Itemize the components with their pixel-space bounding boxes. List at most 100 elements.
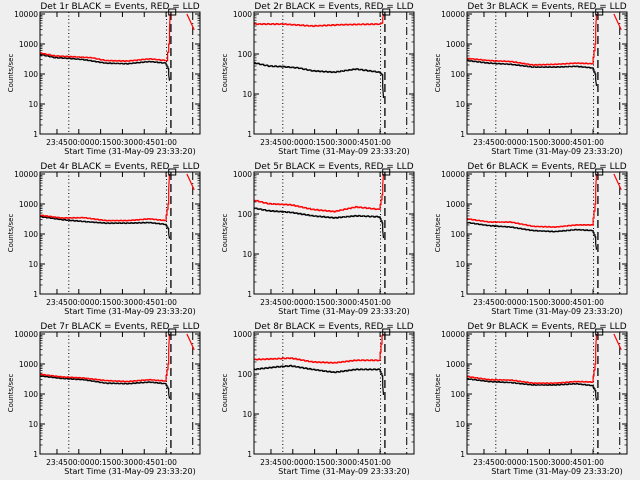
series-line-lld (40, 13, 171, 63)
x-tick-label: 00:45 (133, 458, 155, 467)
series-line-events (253, 61, 384, 98)
detector-plot-4: Det 4r BLACK = Events, RED = LLD Start Ti… (7, 162, 201, 316)
plot-title: Det 1r BLACK = Events, RED = LLD (40, 2, 199, 12)
detector-plot-1: Det 1r BLACK = Events, RED = LLD Start Ti… (7, 2, 201, 156)
y-tick-label: 10 (242, 410, 252, 419)
series-line-lld (467, 173, 598, 229)
y-axis-label: Counts/sec (7, 54, 15, 93)
x-tick-label: 23:45 (260, 138, 282, 147)
y-tick-label: 100 (237, 210, 252, 219)
plot-title: Det 2r BLACK = Events, RED = LLD (254, 2, 413, 12)
y-tick-label: 100 (451, 230, 466, 239)
x-axis-label: Start Time (31-May-09 23:33:20) (278, 467, 409, 476)
x-axis-label: Start Time (31-May-09 23:33:20) (64, 307, 195, 316)
x-tick-label: 23:45 (473, 458, 495, 467)
y-tick-label: 10 (455, 420, 465, 429)
x-tick-label: 01:00 (155, 138, 177, 147)
x-tick-label: 00:00 (281, 138, 303, 147)
series-line-events (253, 207, 384, 239)
x-tick-label: 00:15 (90, 138, 112, 147)
plot-title: Det 7r BLACK = Events, RED = LLD (40, 322, 199, 332)
x-tick-label: 00:15 (90, 298, 112, 307)
x-tick-label: 00:45 (347, 298, 369, 307)
series-line-events (467, 221, 598, 250)
y-tick-label: 1 (460, 450, 465, 459)
plot-title: Det 9r BLACK = Events, RED = LLD (467, 322, 626, 332)
x-axis-label: Start Time (31-May-09 23:33:20) (491, 307, 622, 316)
plot-frame (466, 11, 628, 135)
y-tick-label: 10000 (14, 170, 38, 179)
x-tick-label: 01:00 (155, 298, 177, 307)
x-tick-label: 00:00 (68, 138, 90, 147)
series-line-lld (40, 173, 171, 222)
y-tick-label: 1000 (19, 200, 38, 209)
series-line-lld (253, 333, 384, 364)
plot-title: Det 3r BLACK = Events, RED = LLD (467, 2, 626, 12)
y-tick-label: 100 (24, 230, 39, 239)
x-tick-label: 00:45 (560, 298, 582, 307)
y-tick-label: 10 (455, 100, 465, 109)
y-tick-label: 100 (451, 70, 466, 79)
detector-plot-2: Det 2r BLACK = Events, RED = LLD Start Ti… (221, 2, 414, 156)
series-line-events (40, 215, 171, 239)
detector-plot-8: Det 8r BLACK = Events, RED = LLD Start Ti… (221, 322, 414, 476)
y-tick-label: 10 (242, 90, 252, 99)
plot-frame (253, 11, 414, 135)
series-line-lld (467, 13, 598, 66)
plot-frame (39, 171, 201, 295)
series-line-lld (253, 13, 384, 28)
y-axis-label: Counts/sec (7, 214, 15, 253)
plot-frame (39, 11, 201, 135)
series-line-events (467, 59, 598, 86)
x-tick-label: 00:30 (539, 138, 561, 147)
x-tick-label: 23:45 (46, 298, 68, 307)
x-tick-label: 00:00 (495, 458, 517, 467)
x-tick-label: 00:00 (68, 298, 90, 307)
plot-title: Det 4r BLACK = Events, RED = LLD (40, 162, 199, 172)
x-tick-label: 00:45 (560, 458, 582, 467)
series-line-lld (40, 333, 171, 383)
series-tail-lld (186, 13, 195, 30)
x-axis-label: Start Time (31-May-09 23:33:20) (491, 467, 622, 476)
y-tick-label: 1 (460, 130, 465, 139)
series-line-events (40, 375, 171, 399)
x-tick-label: 01:00 (369, 458, 391, 467)
x-tick-label: 23:45 (473, 138, 495, 147)
plot-frame (253, 171, 414, 295)
y-tick-label: 1000 (232, 10, 251, 19)
x-tick-label: 00:30 (112, 298, 134, 307)
y-tick-label: 10 (28, 100, 38, 109)
y-tick-label: 1000 (446, 200, 465, 209)
series-line-lld (467, 333, 598, 385)
x-tick-label: 01:00 (582, 138, 604, 147)
y-tick-label: 10 (28, 420, 38, 429)
series-line-events (253, 364, 384, 395)
x-tick-label: 00:15 (517, 458, 539, 467)
x-tick-label: 01:00 (369, 138, 391, 147)
x-tick-label: 00:45 (133, 298, 155, 307)
series-line-events (40, 53, 171, 81)
series-tail-lld (186, 333, 195, 350)
series-tail-lld (613, 13, 622, 30)
y-axis-label: Counts/sec (221, 374, 229, 413)
detector-plot-7: Det 7r BLACK = Events, RED = LLD Start Ti… (7, 322, 201, 476)
x-tick-label: 00:30 (325, 138, 347, 147)
plot-title: Det 8r BLACK = Events, RED = LLD (254, 322, 413, 332)
y-tick-label: 10000 (441, 330, 465, 339)
x-tick-label: 00:45 (347, 458, 369, 467)
x-tick-label: 00:00 (281, 458, 303, 467)
y-tick-label: 10000 (441, 10, 465, 19)
y-tick-label: 1000 (232, 330, 251, 339)
y-tick-label: 100 (24, 70, 39, 79)
y-tick-label: 1000 (446, 40, 465, 49)
x-tick-label: 00:00 (68, 458, 90, 467)
x-tick-label: 01:00 (155, 458, 177, 467)
x-axis-label: Start Time (31-May-09 23:33:20) (278, 307, 409, 316)
y-tick-label: 1 (247, 130, 252, 139)
x-tick-label: 23:45 (46, 138, 68, 147)
detector-plot-5: Det 5r BLACK = Events, RED = LLD Start Ti… (221, 162, 414, 316)
x-tick-label: 01:00 (369, 298, 391, 307)
x-tick-label: 00:30 (325, 458, 347, 467)
y-axis-label: Counts/sec (434, 54, 442, 93)
series-line-events (467, 377, 598, 401)
